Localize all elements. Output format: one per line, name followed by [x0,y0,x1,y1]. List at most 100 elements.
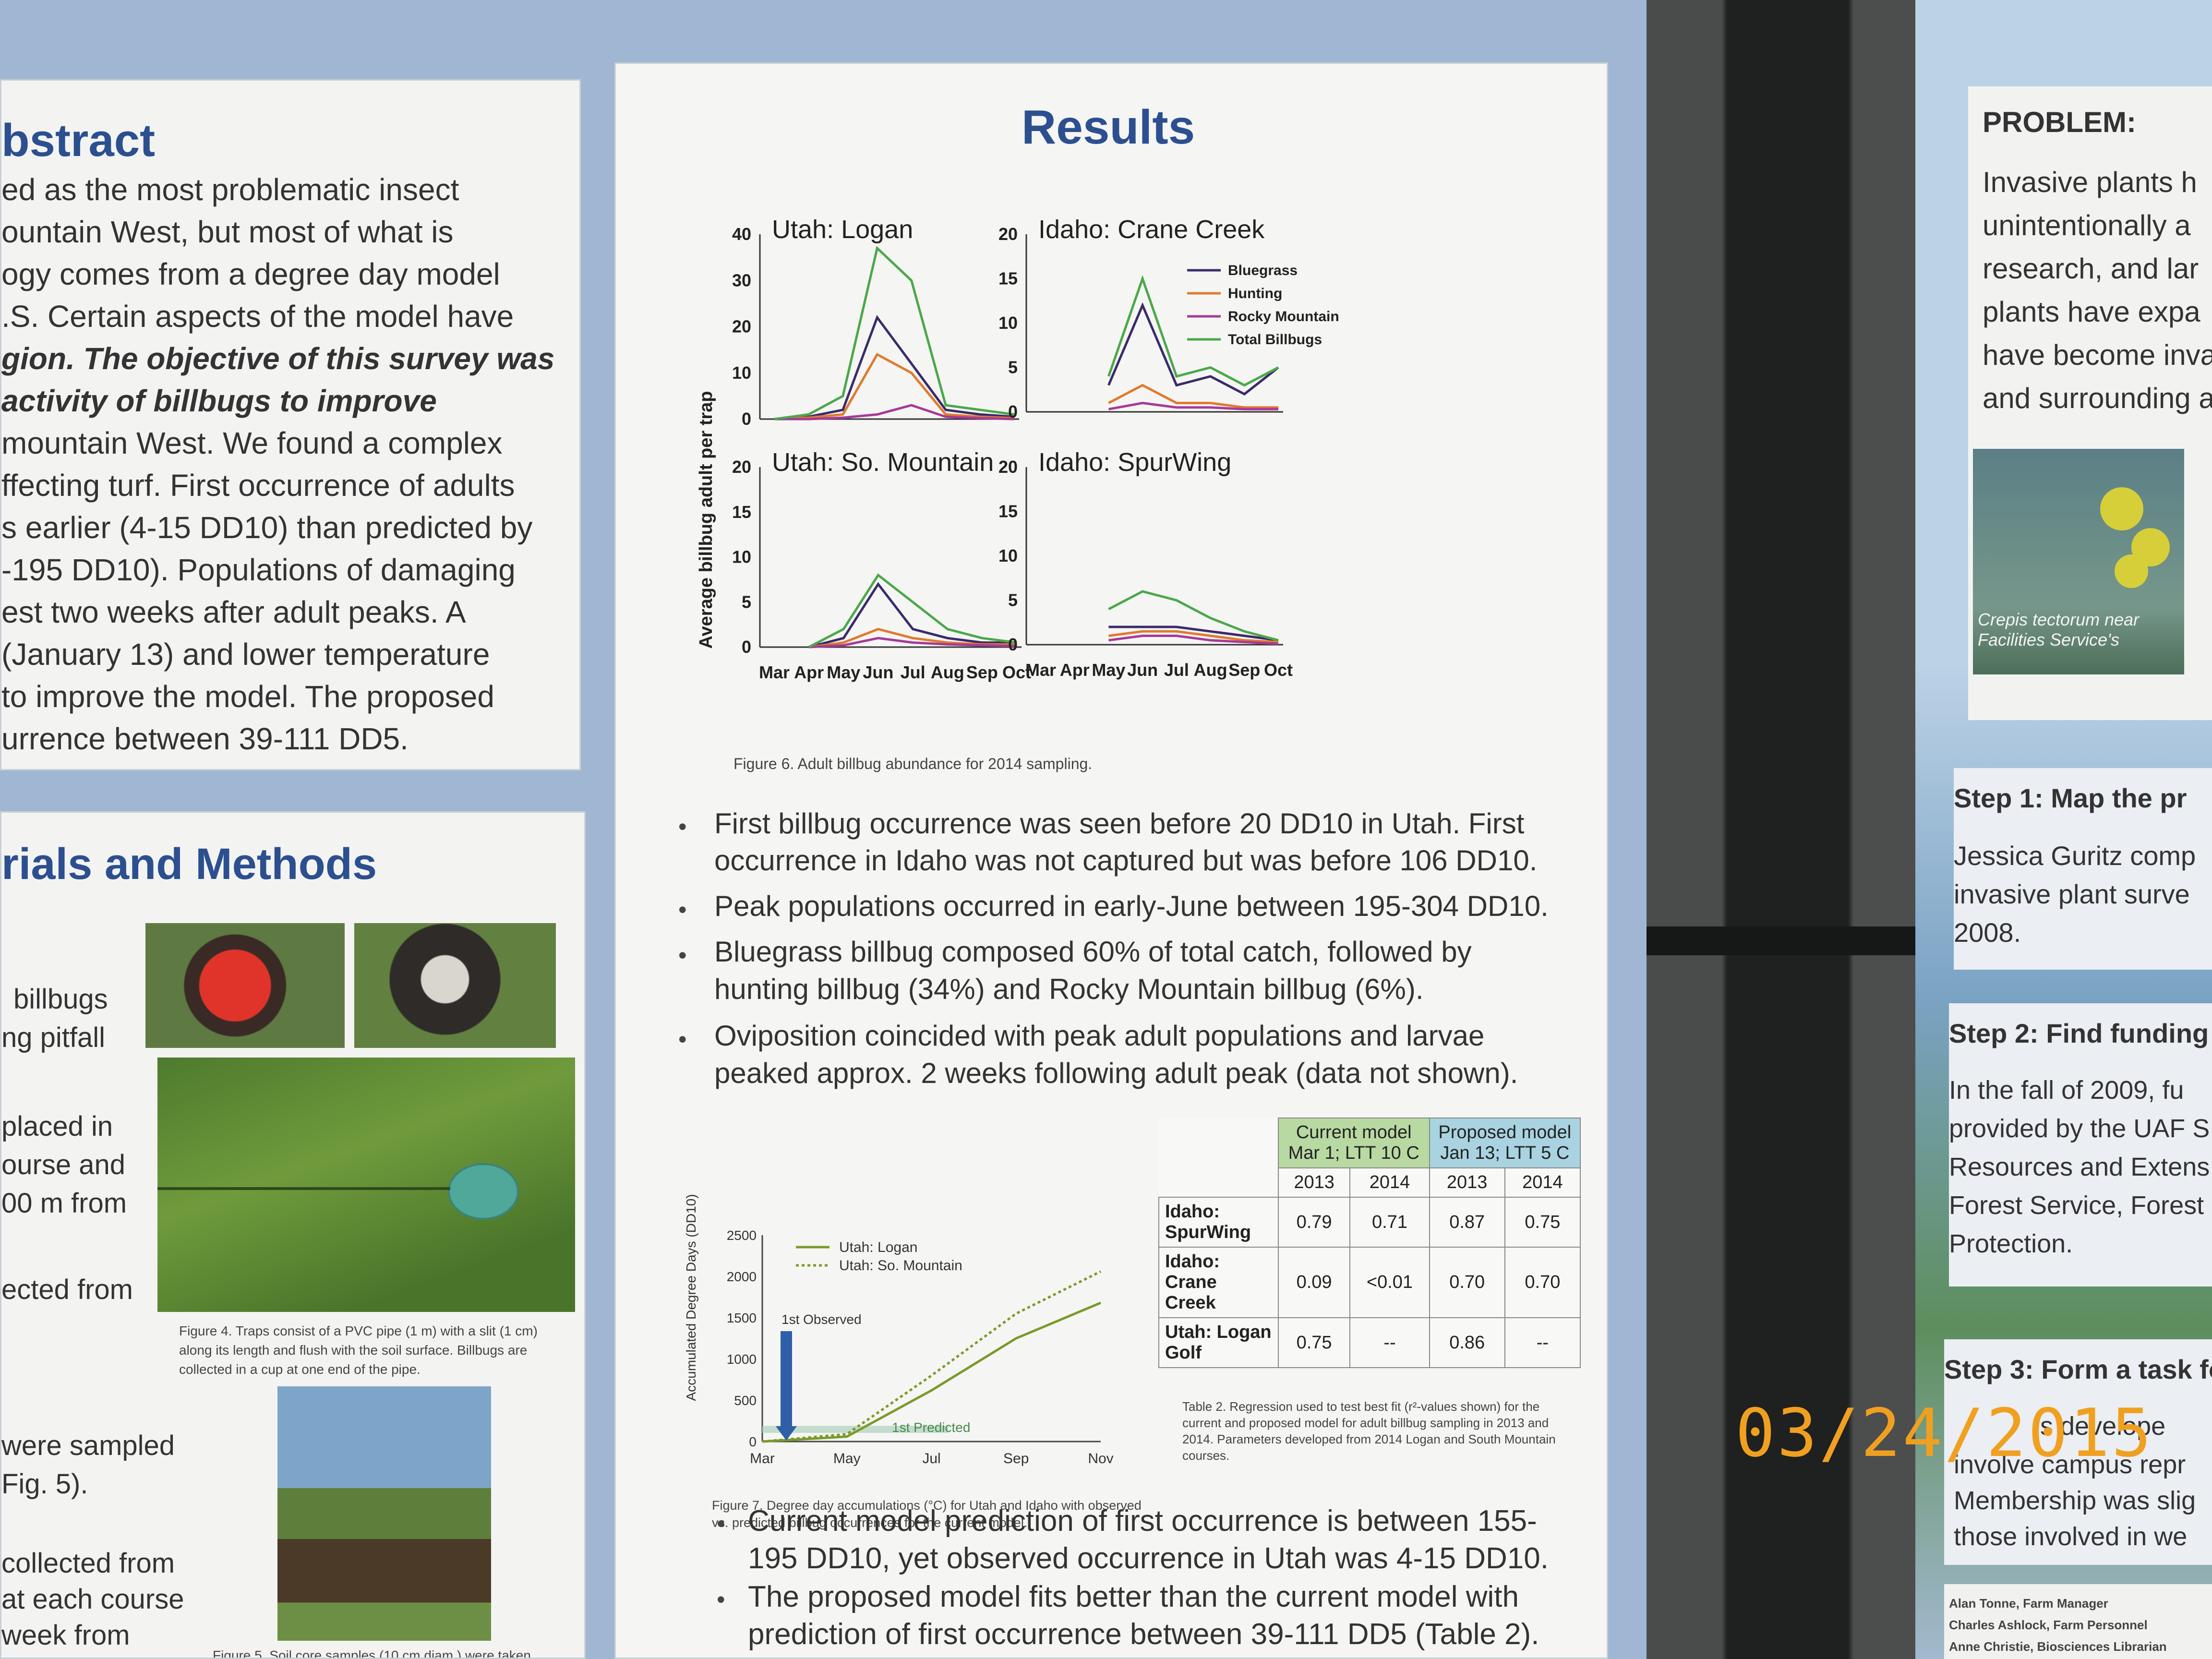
panel-title: Utah: Logan [772,215,913,244]
poster-stand-frame [1647,0,1915,1659]
value-cell: 0.87 [1429,1197,1505,1248]
table-row: Utah: Logan Golf 0.75 -- 0.86 -- [1158,1317,1581,1368]
y-tick-label: 1000 [727,1352,757,1367]
x-tick-label: Oct [1002,662,1031,682]
legend-label: Utah: Logan [839,1239,917,1255]
x-tick-label: Aug [1194,660,1227,680]
y-tick-label: 0 [1008,402,1018,421]
bullet-dot: • [678,813,687,840]
table-year-row: 2013 2014 2013 2014 [1159,1167,1581,1198]
step1-line: invasive plant surve [1954,879,2190,909]
methods-line: ourse and [1,1149,125,1180]
methods-line: ng pitfall [1,1022,106,1053]
figure-6-charts: Average billbug adult per trap 0 10 20 30 40… [696,215,1339,682]
y-tick-label: 15 [998,269,1018,289]
bullet-text: Oviposition coincided with peak adult po… [714,1020,1485,1052]
y-tick-label: 0 [742,409,751,429]
abstract-line: ountain West, but most of what is [1,215,454,249]
series-line [774,246,1015,421]
step3-line: Membership was slig [1954,1486,2196,1515]
step2-line: Forest Service, Forest [1949,1191,2204,1220]
header-current-model: Current model Mar 1; LTT 10 C [1277,1118,1430,1168]
camera-date-stamp: 03/24/2015 [1735,1395,2153,1472]
value-cell: 0.75 [1504,1197,1581,1248]
figure-7-chart: Accumulated Degree Days (DD10) 0 500 1000 1… [684,1194,1114,1467]
abstract-line: ogy comes from a degree day model [1,257,500,291]
header-proposed-model: Proposed model Jan 13; LTT 5 C [1429,1118,1581,1168]
step3-heading: Step 3: Form a task fo [1944,1354,2212,1384]
trap-photo-pipe [354,923,556,1048]
bullet-text: 195 DD10, yet observed occurrence in Uta… [748,1542,1549,1575]
y-tick-label: 2000 [727,1269,757,1284]
trap-slit [157,1187,450,1190]
y-tick-label: 15 [732,502,751,522]
x-tick-label: May [827,662,860,682]
soil-core-photo [277,1386,491,1641]
step3-panel: Step 3: Form a task fo s develope involv… [1944,1339,2212,1565]
x-tick-label: Mar [750,1451,775,1467]
site-cell: Idaho: Crane Creek [1158,1247,1279,1318]
value-cell: 0.79 [1277,1197,1351,1248]
bullet-text: Bluegrass billbug composed 60% of total … [714,936,1472,968]
abstract-line: est two weeks after adult peaks. A [1,595,466,629]
table2-caption: Table 2. Regression used to test best fi… [1182,1399,1556,1463]
series-line [774,315,1015,421]
abstract-panel: bstract ed as the most problematic insec… [0,79,581,770]
results-heading: Results [1022,100,1195,154]
fig6-panel: 0 5 10 15 20 Idaho: SpurWing Mar Apr May Jun Jul Au… [998,448,1293,680]
step2-line: Resources and Extens [1949,1153,2210,1181]
table-corner [1159,1118,1278,1168]
y-tick-label: 10 [732,363,751,383]
x-tick-label: Mar [759,662,790,682]
annotation-predicted: 1st Predicted [892,1420,970,1435]
crepis-photo: Crepis tectorum near Facilities Service'… [1973,449,2184,674]
series-line [1108,401,1278,410]
y-tick-label: 1500 [727,1310,757,1325]
x-tick-label: Nov [1088,1451,1113,1467]
series-line [762,1301,1101,1443]
value-cell: 0.09 [1277,1247,1351,1318]
x-tick-label: Jul [901,662,926,682]
methods-line: billbugs [13,984,108,1015]
abstract-line: (January 13) and lower temperature [1,637,490,672]
problem-line: research, and lar [1983,252,2199,285]
table-corner [1159,1168,1279,1198]
methods-heading: rials and Methods [1,840,377,889]
series-line [762,1270,1102,1443]
methods-panel: rials and Methods billbugs ng pitfall pl… [0,811,586,1659]
x-tick-label: Sep [966,662,998,682]
series-line [1108,590,1279,642]
fig6-panels: 0 10 20 30 40 Utah: Logan 0 5 10 15 20 Idaho: Crane… [732,215,1293,682]
step2-line: provided by the UAF S [1949,1114,2210,1143]
credits-panel: Alan Tonne, Farm Manager Charles Ashlock… [1944,1584,2212,1659]
step2-panel: Step 2: Find funding In the fall of 2009… [1949,1003,2212,1286]
fig6-panel: 0 10 20 30 40 Utah: Logan [732,215,1019,429]
x-tick-label: Oct [1264,660,1293,680]
step1-line: 2008. [1954,917,2021,948]
legend-label: Rocky Mountain [1228,309,1339,325]
y-tick-label: 0 [742,637,751,657]
abstract-line: mountain West. We found a complex [1,426,503,460]
abstract-line: gion. The objective of this survey was [1,341,555,376]
fig6-y-axis-label: Average billbug adult per trap [696,391,716,649]
x-tick-label: Apr [794,662,824,682]
fig4-caption: Figure 4. Traps consist of a PVC pipe (1… [179,1323,538,1377]
step3-line: involve campus repr [1954,1450,2186,1479]
bullet-dot: • [678,1026,687,1053]
problem-line: and surrounding a [1983,382,2212,414]
series-line [1107,302,1279,396]
abstract-heading: bstract [1,115,156,166]
year-cell: 2013 [1277,1167,1351,1198]
table-header-row: Current model Mar 1; LTT 10 C Proposed m… [1159,1118,1581,1168]
series-line [1108,635,1279,645]
series-line [808,637,1017,649]
x-tick-label: May [1092,660,1125,680]
poster-stand-ledge [1647,926,1915,955]
bullet-text: hunting billbug (34%) and Rocky Mountain… [714,973,1424,1005]
y-tick-label: 20 [732,457,751,477]
panel-title: Utah: So. Mountain [772,448,994,477]
series-line [774,404,1015,421]
credit-line: Charles Ashlock, Farm Personnel [1949,1618,2148,1632]
step2-line: Protection. [1949,1229,2073,1258]
x-tick-label: Jun [1127,660,1158,680]
